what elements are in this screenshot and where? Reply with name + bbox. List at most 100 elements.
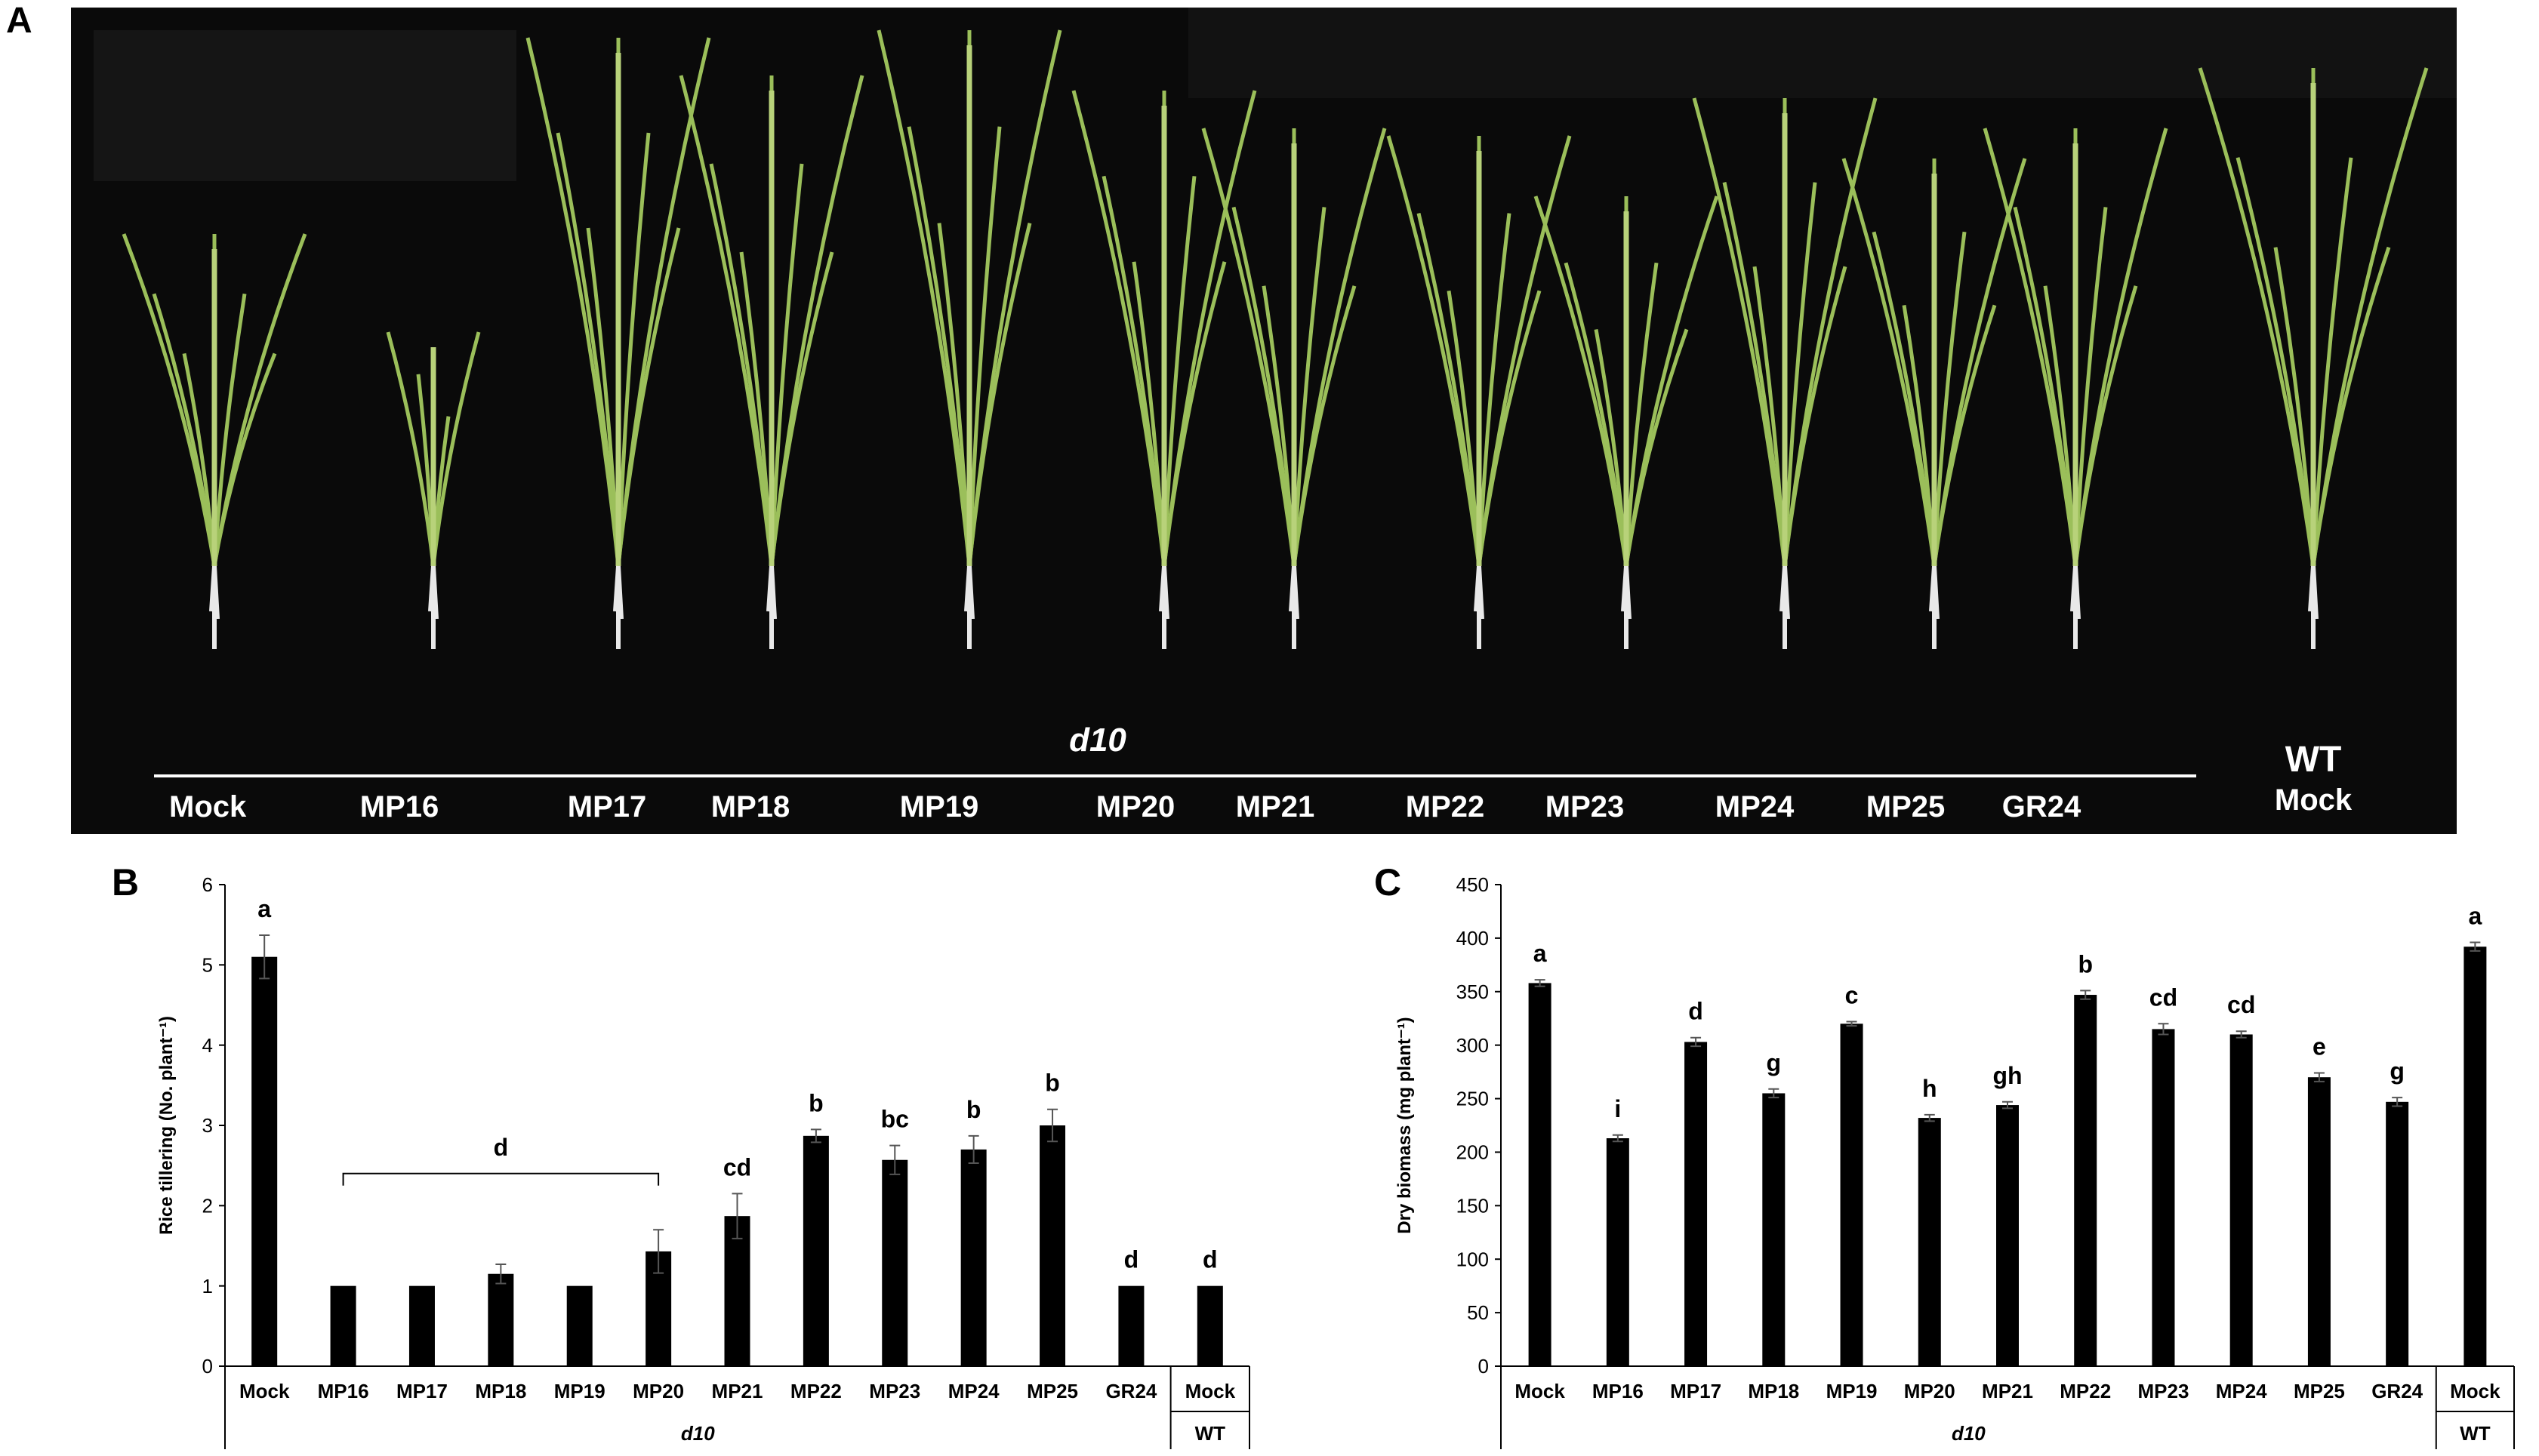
error-bar (1047, 1108, 1058, 1143)
rice-plant (1533, 195, 1719, 649)
bar (566, 1285, 593, 1366)
error-bar (2080, 990, 2091, 1000)
plant-label: MP25 (1866, 790, 1946, 823)
y-tick-label: 6 (202, 873, 213, 896)
bar (1528, 983, 1551, 1366)
rice-plant (1841, 158, 2027, 649)
y-tick-label: 350 (1456, 980, 1489, 1003)
rice-plant (1692, 97, 1878, 649)
significance-label: cd (2149, 983, 2177, 1011)
error-bar (2235, 1030, 2247, 1039)
bar (408, 1285, 435, 1366)
plant-label: MP20 (1096, 790, 1176, 823)
rice-plant (679, 75, 864, 649)
bar (251, 956, 278, 1366)
significance-label: h (1922, 1075, 1937, 1102)
bar (2152, 1029, 2175, 1366)
rice-plant (1071, 90, 1257, 649)
category-label: MP24 (2216, 1380, 2267, 1402)
bar (882, 1159, 908, 1366)
significance-label: cd (723, 1153, 751, 1180)
bar (330, 1285, 356, 1366)
error-bar (495, 1263, 507, 1285)
category-label: MP20 (633, 1380, 684, 1402)
category-label: MP18 (1748, 1380, 1799, 1402)
wt-mock-label: Mock (2275, 783, 2353, 817)
category-label: MP22 (2060, 1380, 2111, 1402)
category-label: MP16 (1592, 1380, 1644, 1402)
significance-label: e (2313, 1033, 2326, 1060)
plant-label: Mock (169, 790, 247, 823)
category-label: Mock (239, 1380, 290, 1402)
significance-label: d (1688, 998, 1703, 1025)
plant-photograph: d10 Mock MP16 MP17 MP18 MP19 MP20 MP21 MP22 MP23… (71, 8, 2457, 834)
bar (1118, 1285, 1145, 1366)
error-bar (968, 1134, 979, 1164)
rice-plant (386, 331, 481, 649)
category-label: MP16 (318, 1380, 369, 1402)
significance-label: g (1767, 1049, 1782, 1076)
error-bar (653, 1229, 664, 1274)
bar (2464, 947, 2487, 1366)
y-tick-label: 150 (1456, 1194, 1489, 1217)
significance-label: d (1203, 1246, 1218, 1273)
category-label: MP17 (396, 1380, 448, 1402)
plant-label: MP22 (1406, 790, 1485, 823)
plant-label: GR24 (2002, 790, 2081, 823)
chart-b-tillering: 0 1 2 3 4 5 6 Rice tillering (No. plant⁻¹) a Mock… (156, 873, 1250, 1449)
plant-label: MP16 (360, 790, 439, 823)
plant-label: MP18 (711, 790, 790, 823)
rice-plant (1983, 128, 2168, 649)
plant-label: MP23 (1545, 790, 1625, 823)
category-label: Mock (1514, 1380, 1565, 1402)
error-bar (1768, 1088, 1779, 1099)
error-bar (1534, 979, 1545, 987)
y-tick-label: 50 (1467, 1301, 1489, 1324)
bar (2229, 1034, 2253, 1366)
plant-label: MP21 (1236, 790, 1315, 823)
error-bar (732, 1193, 743, 1239)
rice-plant (1386, 135, 1572, 649)
y-tick-label: 0 (1478, 1355, 1489, 1378)
significance-label: b (966, 1096, 981, 1123)
panel-b-letter: B (112, 861, 140, 903)
plant-label: MP19 (900, 790, 979, 823)
significance-label: a (2468, 903, 2482, 930)
y-tick-label: 1 (202, 1275, 213, 1297)
bar (1040, 1125, 1066, 1366)
category-label: MP18 (475, 1380, 526, 1402)
bar (1996, 1105, 2019, 1366)
group-label-d10: d10 (1952, 1422, 1986, 1445)
y-tick-label: 0 (202, 1355, 213, 1378)
significance-label: a (257, 895, 271, 922)
bar (1918, 1118, 1941, 1366)
error-bar (810, 1128, 821, 1144)
category-label: MP19 (1826, 1380, 1878, 1402)
significance-label: c (1845, 981, 1859, 1008)
bar (724, 1216, 750, 1366)
significance-label: d (1124, 1246, 1139, 1273)
group-label-d10: d10 (681, 1422, 715, 1445)
bar (2074, 995, 2097, 1366)
category-label: MP23 (869, 1380, 920, 1402)
wt-label: WT (2285, 740, 2342, 780)
category-label: MP24 (948, 1380, 1000, 1402)
rice-plant (2198, 67, 2429, 649)
category-label: GR24 (1105, 1380, 1157, 1402)
error-bar (2158, 1023, 2169, 1036)
y-tick-label: 2 (202, 1194, 213, 1217)
category-label: Mock (2450, 1380, 2500, 1402)
y-tick-label: 100 (1456, 1248, 1489, 1270)
significance-label: g (2390, 1057, 2405, 1085)
category-label: MP17 (1670, 1380, 1721, 1402)
category-label: GR24 (2371, 1380, 2423, 1402)
y-tick-label: 4 (202, 1034, 213, 1057)
significance-label: i (1614, 1095, 1621, 1122)
error-bar (2470, 941, 2481, 952)
significance-label: bc (881, 1106, 909, 1133)
rice-plant (877, 29, 1062, 649)
y-tick-label: 300 (1456, 1034, 1489, 1057)
significance-label: gh (1992, 1062, 2022, 1089)
error-bar (1612, 1134, 1623, 1143)
bar (2386, 1101, 2409, 1366)
